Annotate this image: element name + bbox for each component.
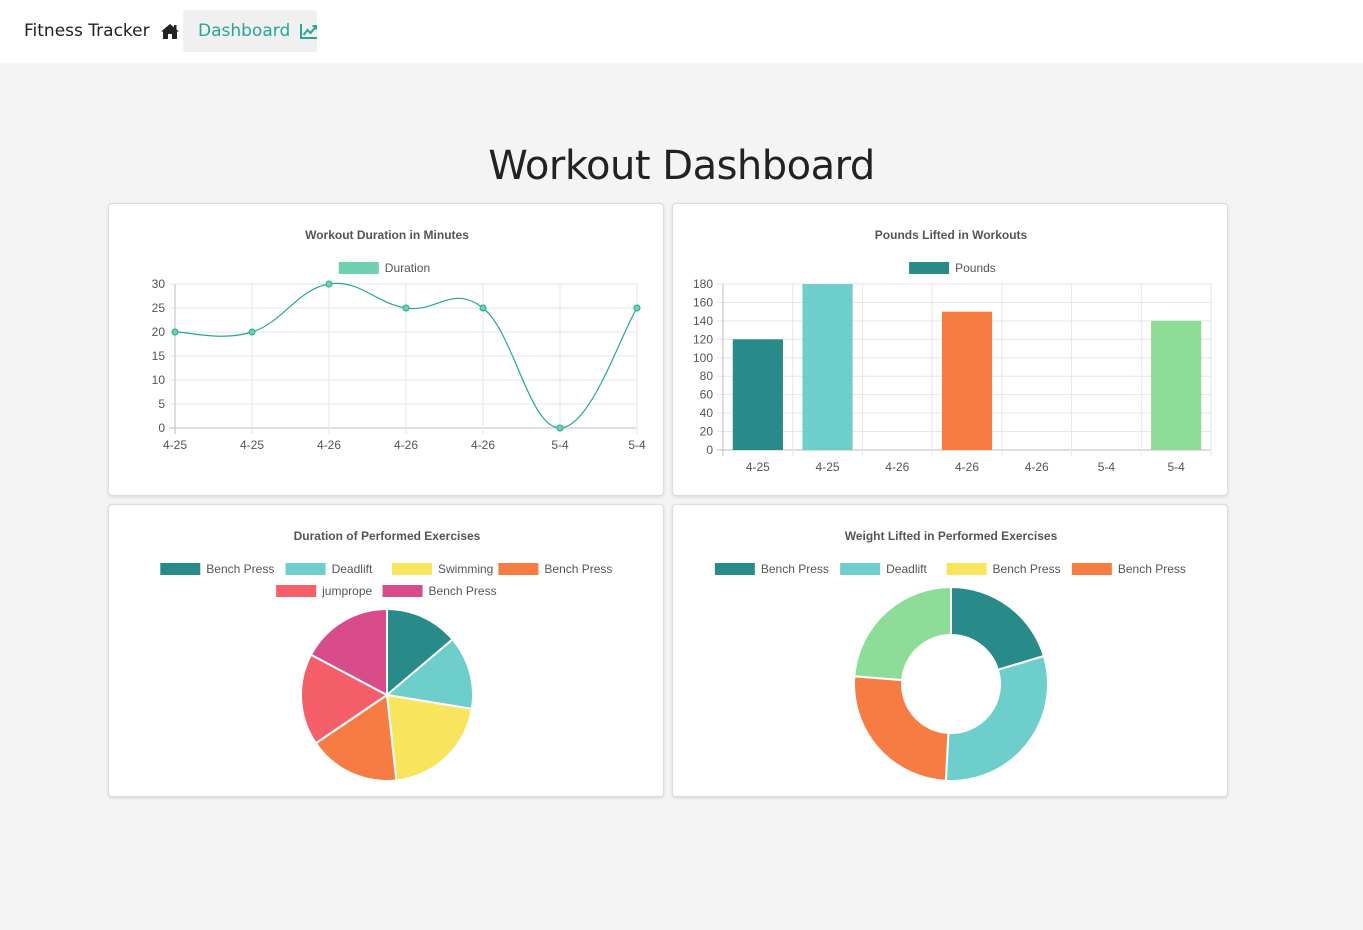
- nav-dashboard-link[interactable]: Dashboard: [183, 10, 318, 52]
- legend-swatch: [338, 262, 379, 274]
- legend-label: Swimming: [438, 562, 493, 576]
- x-tick-label: 5-4: [1098, 460, 1116, 474]
- pie-slice: [314, 693, 398, 782]
- y-tick-label: 30: [152, 277, 166, 291]
- x-tick-label: 4-25: [816, 460, 840, 474]
- x-tick-label: 4-26: [955, 460, 979, 474]
- nav-dashboard-label: Dashboard: [198, 21, 291, 41]
- legend-swatch: [285, 563, 326, 575]
- pie-slice: [384, 637, 474, 711]
- legend-swatch: [840, 563, 881, 575]
- y-tick-label: 15: [152, 349, 166, 363]
- y-tick-label: 25: [152, 301, 166, 315]
- y-tick-label: 0: [706, 443, 713, 457]
- duration-point: [479, 304, 487, 312]
- x-tick-label: 4-25: [746, 460, 770, 474]
- x-tick-label: 4-26: [885, 460, 909, 474]
- x-tick-label: 4-25: [240, 438, 264, 452]
- chart-title: Duration of Performed Exercises: [294, 529, 481, 543]
- chart-title: Workout Duration in Minutes: [305, 228, 469, 242]
- nav-brand-label: Fitness Tracker: [24, 21, 150, 41]
- y-tick-label: 40: [700, 406, 714, 420]
- duration-point: [633, 304, 641, 312]
- pounds-bar: [1151, 320, 1202, 450]
- duration-line-chart: Workout Duration in Minutes Duration 0 5 10 1…: [152, 228, 646, 452]
- x-tick-label: 5-4: [551, 438, 569, 452]
- y-tick-label: 10: [152, 373, 166, 387]
- x-tick-label: 4-26: [1025, 460, 1049, 474]
- donut-slice: [853, 585, 952, 682]
- chart-title: Pounds Lifted in Workouts: [875, 228, 1028, 242]
- x-tick-label: 4-26: [394, 438, 418, 452]
- legend-label: Deadlift: [886, 562, 927, 576]
- donut-slice: [853, 675, 950, 782]
- exercise-weight-donut-chart: Weight Lifted in Performed Exercises Benc…: [714, 529, 1186, 782]
- legend-label: Duration: [385, 261, 430, 275]
- legend-label: jumprope: [321, 584, 372, 598]
- legend-label: Bench Press: [206, 562, 274, 576]
- x-tick-label: 4-26: [471, 438, 495, 452]
- x-tick-label: 4-26: [317, 438, 341, 452]
- legend-swatch: [498, 563, 539, 575]
- y-tick-label: 20: [700, 425, 714, 439]
- legend-label: Bench Press: [761, 562, 829, 576]
- x-tick-label: 5-4: [628, 438, 646, 452]
- legend-label: Bench Press: [544, 562, 612, 576]
- legend-swatch: [909, 262, 950, 274]
- page-title: Workout Dashboard: [488, 143, 875, 189]
- pie-slice: [309, 607, 388, 697]
- legend-swatch: [276, 585, 317, 597]
- duration-chart-card: Workout Duration in Minutes Duration 0 5 10 1…: [108, 203, 664, 496]
- y-tick-label: 140: [693, 314, 713, 328]
- y-tick-label: 100: [693, 351, 713, 365]
- y-tick-label: 20: [152, 325, 166, 339]
- pie-slice: [385, 693, 474, 782]
- donut-slice: [950, 585, 1046, 672]
- duration-point: [402, 304, 410, 312]
- x-tick-label: 4-25: [163, 438, 187, 452]
- pounds-chart-card: Pounds Lifted in Workouts Pounds 0 20 40 60 80…: [672, 203, 1228, 496]
- home-icon: [160, 23, 180, 40]
- legend-swatch: [160, 563, 201, 575]
- legend-swatch: [382, 585, 423, 597]
- y-tick-label: 60: [700, 388, 714, 402]
- x-tick-label: 5-4: [1167, 460, 1185, 474]
- duration-point: [556, 424, 564, 432]
- y-tick-label: 120: [693, 332, 713, 346]
- legend-swatch: [1071, 563, 1112, 575]
- legend-label: Bench Press: [993, 562, 1061, 576]
- duration-point: [248, 328, 256, 336]
- legend-label: Bench Press: [1118, 562, 1186, 576]
- legend-swatch: [714, 563, 755, 575]
- y-tick-label: 5: [158, 397, 165, 411]
- y-tick-label: 160: [693, 295, 713, 309]
- duration-series-line: [174, 282, 638, 429]
- pie-slice: [300, 653, 389, 745]
- navbar: Fitness Tracker Dashboard: [0, 0, 1363, 63]
- donut-slice: [944, 654, 1049, 782]
- chart-title: Weight Lifted in Performed Exercises: [845, 529, 1058, 543]
- y-tick-label: 180: [693, 277, 713, 291]
- legend-label: Pounds: [955, 261, 996, 275]
- pounds-bar-chart: Pounds Lifted in Workouts Pounds 0 20 40 60 80…: [693, 228, 1212, 474]
- exercise-weight-chart-card: Weight Lifted in Performed Exercises Benc…: [672, 504, 1228, 797]
- pounds-bar: [802, 284, 853, 450]
- pie-slice: [386, 607, 454, 698]
- legend-swatch: [392, 563, 432, 575]
- y-tick-label: 0: [158, 421, 165, 435]
- exercise-duration-pie-chart: Duration of Performed Exercises Bench Pre…: [160, 529, 612, 782]
- duration-point: [171, 328, 179, 336]
- line-chart-icon: [300, 23, 318, 39]
- legend-label: Deadlift: [332, 562, 373, 576]
- pounds-bar: [941, 311, 993, 450]
- duration-point: [325, 280, 333, 288]
- exercise-duration-chart-card: Duration of Performed Exercises Bench Pre…: [108, 504, 664, 797]
- y-tick-label: 80: [700, 369, 714, 383]
- nav-home-link[interactable]: Fitness Tracker: [10, 10, 194, 52]
- legend-label: Bench Press: [429, 584, 497, 598]
- legend-swatch: [946, 563, 987, 575]
- pounds-bar: [732, 339, 783, 450]
